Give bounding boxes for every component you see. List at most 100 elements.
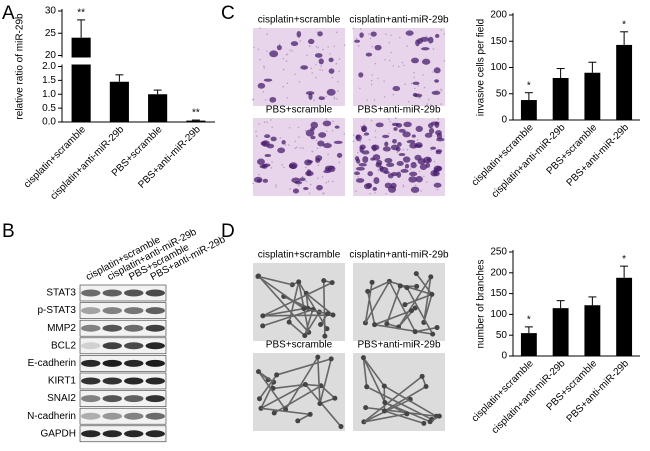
pore — [262, 91, 265, 93]
band — [145, 289, 165, 297]
pore — [259, 58, 261, 61]
blot-strip — [79, 425, 167, 443]
cell — [414, 154, 422, 161]
pore — [352, 140, 355, 142]
pore — [374, 136, 377, 138]
pore — [305, 180, 307, 183]
node — [363, 405, 369, 411]
cell — [384, 141, 389, 147]
pore — [373, 99, 376, 101]
cell — [269, 96, 277, 103]
pore — [306, 54, 308, 57]
pore — [289, 188, 291, 190]
pore — [327, 180, 330, 183]
band — [81, 342, 101, 350]
pore — [315, 139, 318, 142]
pore — [315, 76, 317, 79]
pore — [286, 96, 289, 99]
cell — [355, 166, 365, 171]
cell — [423, 156, 432, 164]
band — [102, 412, 122, 420]
node — [255, 273, 261, 279]
tube — [257, 275, 293, 286]
pore — [294, 147, 297, 149]
pore — [406, 148, 409, 151]
node — [430, 331, 436, 337]
band — [102, 395, 122, 403]
pore — [285, 60, 288, 62]
node — [413, 271, 419, 277]
band — [145, 395, 165, 403]
cell — [318, 96, 326, 101]
cell — [328, 165, 336, 173]
pore — [423, 175, 425, 178]
bar — [552, 78, 569, 120]
tube — [367, 280, 390, 293]
bar — [148, 94, 168, 122]
tube — [262, 308, 314, 327]
band — [124, 412, 144, 420]
pore — [337, 90, 339, 92]
tube — [288, 321, 306, 337]
pore — [385, 193, 387, 195]
cell — [315, 155, 323, 161]
cell — [362, 156, 369, 163]
pore — [352, 134, 355, 136]
cell — [305, 129, 315, 137]
significance: * — [527, 80, 531, 91]
y-tick-label: 50 — [496, 88, 508, 99]
cell — [404, 163, 410, 169]
cell — [415, 176, 423, 183]
tube — [365, 406, 437, 418]
pore — [427, 98, 430, 101]
pore — [282, 68, 285, 71]
band — [102, 359, 122, 367]
cell — [355, 178, 365, 183]
pore — [304, 129, 307, 132]
cell — [355, 134, 362, 142]
node — [296, 279, 302, 285]
tube — [303, 307, 328, 315]
node — [271, 410, 277, 416]
cell — [390, 144, 399, 151]
band — [124, 324, 144, 332]
pore — [321, 69, 324, 72]
pore — [266, 33, 268, 35]
node — [428, 274, 434, 280]
node — [364, 384, 370, 390]
cell — [396, 171, 402, 178]
pore — [404, 83, 407, 86]
cell — [333, 140, 343, 144]
pore — [392, 93, 394, 96]
node — [295, 418, 301, 424]
cell — [257, 82, 266, 89]
cell — [421, 58, 431, 65]
pore — [258, 123, 260, 125]
pore — [443, 33, 446, 35]
cell — [277, 147, 286, 154]
pore — [319, 68, 321, 71]
cell — [264, 134, 271, 139]
pore — [413, 76, 415, 79]
pore — [308, 192, 311, 195]
cell — [402, 156, 411, 163]
cell — [411, 57, 419, 64]
cell — [420, 36, 429, 42]
cell — [370, 31, 377, 37]
pore — [384, 58, 386, 61]
image-label: cisplatin+anti-miR-29b — [349, 250, 449, 261]
cell — [367, 171, 374, 177]
cell — [424, 132, 433, 138]
pore — [383, 96, 386, 98]
pore — [429, 104, 432, 106]
cell — [382, 146, 391, 152]
cell — [435, 150, 442, 155]
cell — [317, 31, 323, 37]
pore — [367, 33, 370, 35]
node — [256, 396, 262, 402]
pore — [257, 48, 260, 51]
bar — [552, 308, 569, 356]
pore — [438, 121, 441, 124]
cell — [358, 72, 364, 78]
pore — [264, 99, 267, 101]
